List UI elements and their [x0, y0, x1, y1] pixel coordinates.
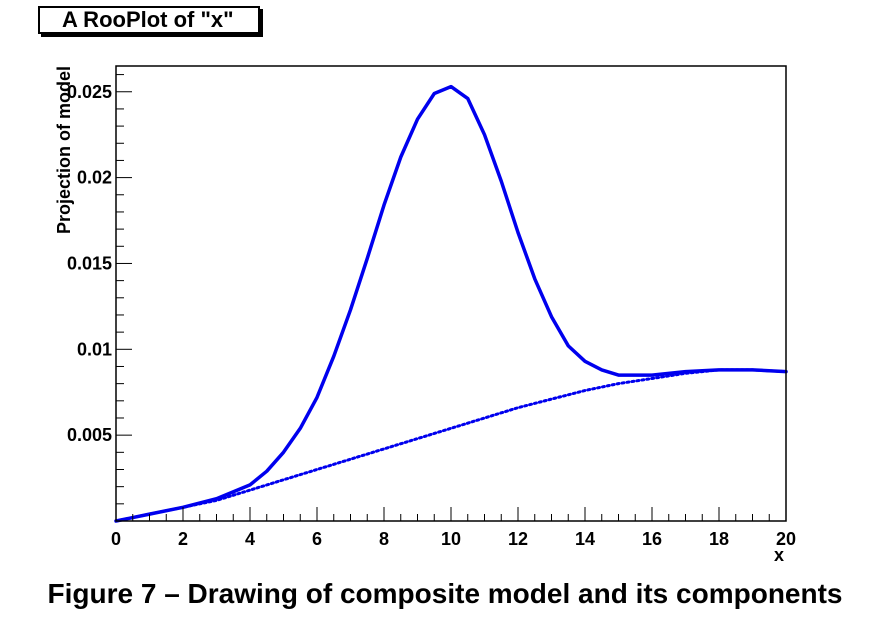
x-axis-label: x: [774, 545, 784, 565]
x-tick-label: 12: [508, 529, 528, 549]
curves-layer: [114, 84, 788, 523]
x-tick-label: 16: [642, 529, 662, 549]
y-tick-label: 0.02: [77, 168, 112, 188]
x-tick-label: 14: [575, 529, 595, 549]
y-tick-label: 0.005: [67, 425, 112, 445]
plot-frame: [115, 65, 787, 522]
plot-title-box: A RooPlot of "x": [38, 6, 260, 34]
x-tick-label: 0: [111, 529, 121, 549]
x-tick-label: 8: [379, 529, 389, 549]
x-tick-label: 10: [441, 529, 461, 549]
x-tick-label: 6: [312, 529, 322, 549]
x-axis-ticks: 0 2 4 6 8 10 12 14 16 18 20: [111, 507, 796, 549]
series-line-component: [114, 368, 788, 523]
y-axis-ticks: 0.005 0.01 0.015 0.02 0.025: [67, 74, 132, 505]
x-tick-label: 2: [178, 529, 188, 549]
series-line-model: [114, 84, 788, 523]
x-tick-label: 20: [776, 529, 796, 549]
figure-caption: Figure 7 – Drawing of composite model an…: [47, 578, 843, 609]
y-tick-label: 0.025: [67, 82, 112, 102]
x-tick-label: 18: [709, 529, 729, 549]
y-axis-label: Projection of model: [54, 66, 74, 234]
y-tick-label: 0.015: [67, 253, 112, 273]
x-tick-label: 4: [245, 529, 255, 549]
y-tick-label: 0.01: [77, 339, 112, 359]
